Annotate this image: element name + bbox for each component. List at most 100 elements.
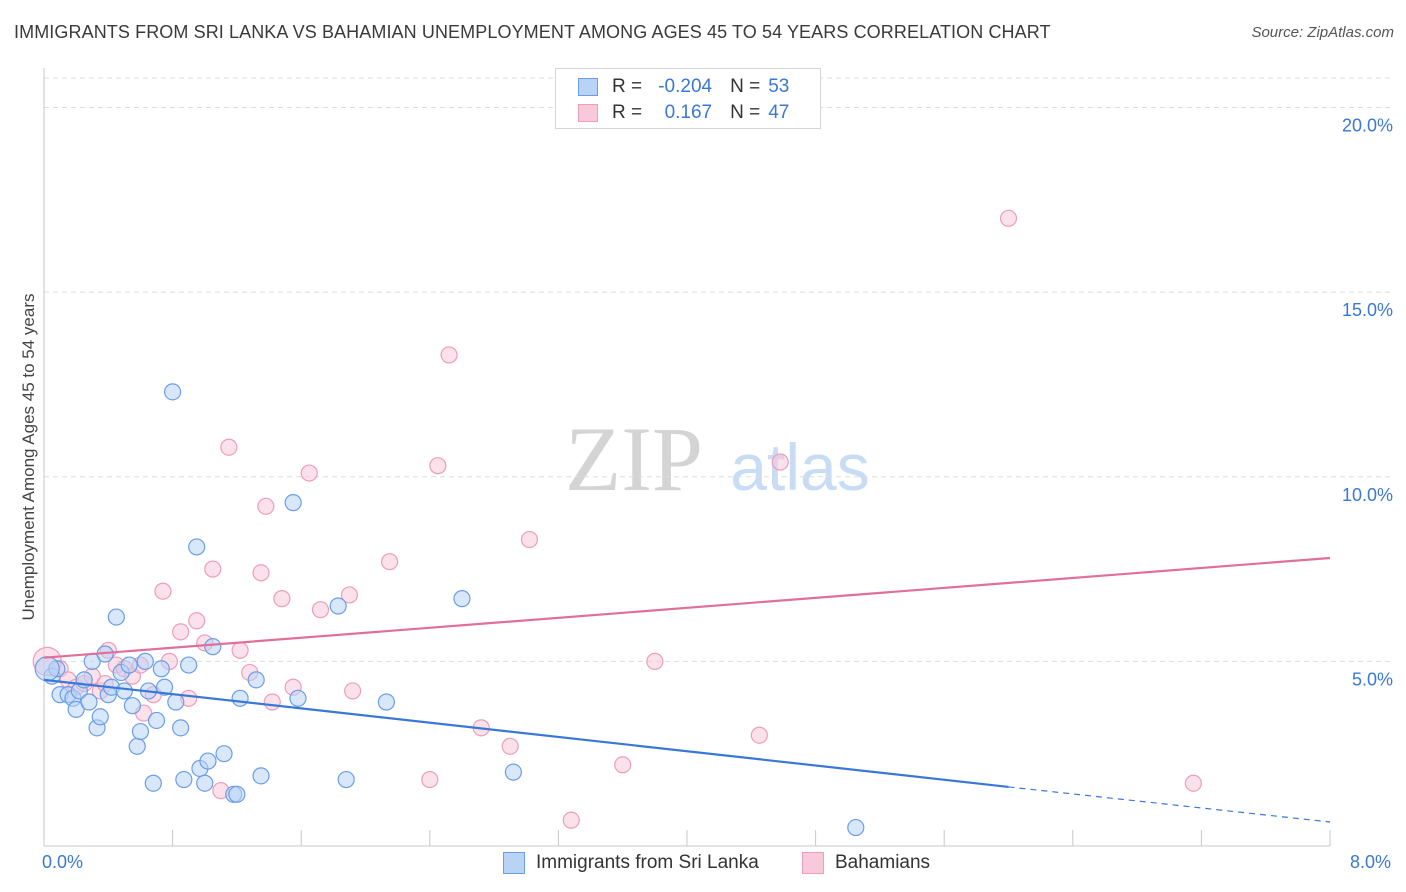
bahamians-point — [614, 756, 632, 774]
y-tick-label: 15.0% — [1342, 300, 1393, 320]
legend-r-value: -0.204 — [658, 76, 713, 97]
sri-lanka-point — [228, 785, 246, 803]
sri-lanka-point — [284, 494, 302, 512]
chart-title: IMMIGRANTS FROM SRI LANKA VS BAHAMIAN UN… — [14, 22, 1051, 42]
x-tick-label-max: 8.0% — [1350, 852, 1392, 872]
sri-lanka-point — [80, 693, 98, 711]
legend-n-value: 47 — [768, 102, 790, 123]
trend-lines — [43, 556, 1331, 823]
y-tick-label: 10.0% — [1342, 485, 1393, 505]
watermark-atlas: atlas — [730, 430, 869, 504]
watermark: ZIP atlas — [565, 408, 870, 510]
sri-lanka-point — [377, 693, 395, 711]
sri-lanka-point — [167, 693, 185, 711]
bahamians-point — [172, 623, 190, 641]
sri-lanka-point — [215, 745, 233, 763]
legend-r-label: R = — [612, 76, 643, 97]
legend-swatch-pink — [802, 852, 824, 874]
legend-n-value: 53 — [768, 76, 790, 97]
sri-lanka-point — [144, 774, 162, 792]
sri-lanka-point — [188, 538, 206, 556]
bahamians-point — [188, 612, 206, 630]
bahamians-point — [154, 582, 172, 600]
bottom-legend-sri-lanka[interactable]: Immigrants from Sri Lanka — [503, 852, 759, 874]
sri-lanka-point — [131, 722, 150, 741]
legend-row-sri-lanka: R = -0.204 N = 53 — [578, 75, 789, 99]
sri-lanka-point — [115, 682, 133, 700]
bahamians-point — [771, 453, 789, 471]
bahamians-trend-line — [43, 556, 1331, 659]
bahamians-point — [231, 641, 249, 659]
sri-lanka-point — [175, 770, 193, 789]
sri-lanka-point — [91, 708, 109, 726]
bahamians-point — [750, 726, 768, 744]
sri-lanka-point — [107, 608, 125, 626]
bahamians-point — [204, 560, 222, 578]
sri-lanka-point — [120, 656, 138, 674]
bahamians-point — [220, 438, 238, 456]
bahamians-point — [257, 497, 275, 515]
sri-lanka-point — [453, 590, 471, 608]
source-credit: Source: ZipAtlas.com — [1251, 24, 1394, 41]
sri-lanka-point — [34, 656, 60, 682]
bahamians-point — [421, 770, 439, 789]
sri-lanka-point — [289, 689, 307, 707]
correlation-legend: R = -0.204 N = 53 R = 0.167 N = 47 — [555, 68, 821, 129]
sri-lanka-point — [172, 719, 190, 737]
legend-swatch-pink — [578, 104, 598, 122]
sri-lanka-point — [147, 711, 166, 730]
legend-r-value: 0.167 — [664, 102, 713, 123]
legend-swatch-blue — [578, 78, 598, 96]
bahamians-point — [520, 530, 539, 549]
bahamians-point — [300, 464, 318, 482]
legend-row-bahamians: R = 0.167 N = 47 — [578, 101, 789, 125]
grid-lines — [44, 77, 1392, 662]
legend-label-sri-lanka: Immigrants from Sri Lanka — [536, 852, 759, 873]
sri-lanka-point — [231, 689, 249, 707]
bahamians-point — [1184, 774, 1202, 792]
sri-lanka-point — [204, 638, 222, 656]
legend-n-label: N = — [730, 102, 761, 123]
bahamians-point — [344, 682, 362, 700]
sri-lanka-point — [252, 767, 270, 785]
bahamians-point — [252, 564, 270, 582]
legend-n-label: N = — [730, 76, 761, 97]
sri-lanka-point — [247, 671, 265, 689]
sri-lanka-point — [164, 383, 182, 401]
bahamians-point — [646, 652, 664, 670]
sri-lanka-points — [34, 383, 865, 837]
sri-lanka-point — [152, 660, 170, 678]
sri-lanka-point — [337, 770, 355, 789]
sri-lanka-point — [128, 737, 146, 755]
bahamians-point — [311, 601, 330, 619]
legend-label-bahamians: Bahamians — [835, 852, 931, 873]
y-tick-labels: 5.0% 10.0% 15.0% 20.0% — [1342, 116, 1393, 690]
sri-lanka-point — [67, 700, 85, 718]
sri-lanka-point — [136, 652, 154, 670]
bahamians-point — [501, 737, 519, 755]
bahamians-point — [999, 209, 1018, 227]
bahamians-point — [263, 693, 281, 711]
sri-lanka-point — [155, 678, 174, 696]
legend-swatch-blue — [503, 852, 525, 874]
bottom-legend-bahamians[interactable]: Bahamians — [802, 852, 930, 874]
sri-lanka-trend-line — [43, 678, 1009, 789]
bahamians-point — [273, 590, 291, 608]
bahamians-point — [381, 553, 399, 571]
y-tick-label: 20.0% — [1342, 116, 1393, 136]
watermark-zip: ZIP — [565, 408, 703, 510]
sri-lanka-point — [847, 818, 865, 837]
sri-lanka-point — [196, 774, 214, 792]
sri-lanka-trend-extension — [1008, 786, 1331, 823]
bahamians-point — [562, 811, 580, 829]
y-tick-label: 5.0% — [1352, 669, 1393, 689]
bahamians-point — [429, 457, 447, 475]
bahamians-point — [440, 346, 458, 364]
sri-lanka-point — [199, 752, 217, 770]
bahamians-points — [32, 209, 1202, 829]
axes — [43, 68, 1331, 847]
sri-lanka-point — [180, 656, 198, 674]
sri-lanka-point — [123, 697, 142, 715]
legend-r-label: R = — [612, 102, 643, 123]
